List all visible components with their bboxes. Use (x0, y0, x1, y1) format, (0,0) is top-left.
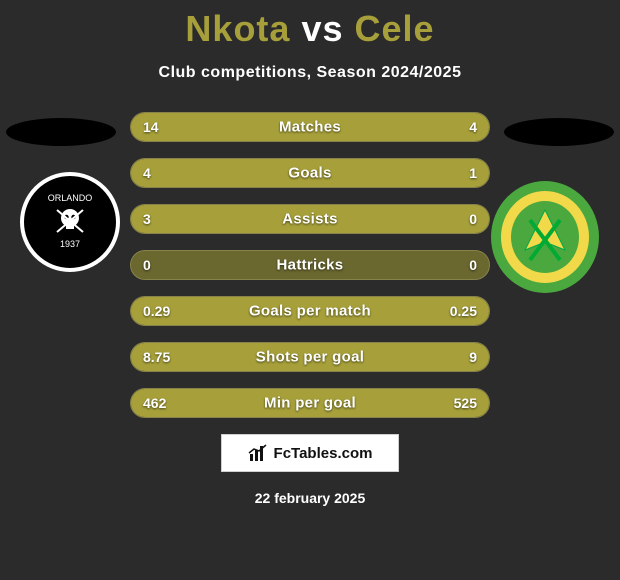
stat-row: 41Goals (130, 158, 490, 188)
stat-label: Assists (131, 211, 489, 228)
player1-name: Nkota (185, 8, 290, 49)
stat-label: Hattricks (131, 257, 489, 274)
vs-text: vs (301, 8, 343, 49)
bar-chart-icon (248, 443, 268, 463)
arrows-crest-icon (490, 180, 600, 294)
stat-label: Shots per goal (131, 349, 489, 366)
stat-label: Min per goal (131, 395, 489, 412)
crest-left-year: 1937 (48, 240, 93, 250)
page-title: Nkota vs Cele (0, 0, 620, 50)
subtitle: Club competitions, Season 2024/2025 (0, 64, 620, 82)
stat-row: 00Hattricks (130, 250, 490, 280)
crest-left-label: ORLANDO 1937 (48, 194, 93, 251)
stat-row: 462525Min per goal (130, 388, 490, 418)
player2-name: Cele (355, 8, 435, 49)
date-text: 22 february 2025 (0, 490, 620, 506)
stat-bars: 144Matches 41Goals 30Assists 00Hattricks 0.2… (130, 112, 490, 418)
stat-row: 144Matches (130, 112, 490, 142)
brand-badge: FcTables.com (221, 434, 399, 472)
shadow-right (504, 118, 614, 146)
stat-row: 30Assists (130, 204, 490, 234)
stat-label: Goals per match (131, 303, 489, 320)
stat-row: 0.290.25Goals per match (130, 296, 490, 326)
golden-arrows-crest (490, 180, 600, 294)
shadow-left (6, 118, 116, 146)
stat-row: 8.759Shots per goal (130, 342, 490, 372)
skull-icon (53, 204, 87, 238)
stat-label: Goals (131, 165, 489, 182)
comparison-panel: ORLANDO 1937 144Matches 41Goals 30Assists 0… (0, 112, 620, 418)
orlando-pirates-crest: ORLANDO 1937 (20, 172, 120, 272)
stat-label: Matches (131, 119, 489, 136)
brand-text: FcTables.com (274, 445, 373, 462)
crest-left-top: ORLANDO (48, 194, 93, 204)
